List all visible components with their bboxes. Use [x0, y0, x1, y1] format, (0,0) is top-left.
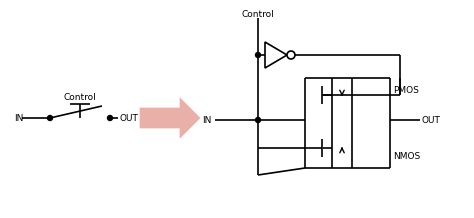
Text: Control: Control — [242, 10, 274, 19]
Text: Control: Control — [64, 93, 96, 102]
Text: IN: IN — [14, 114, 23, 123]
Circle shape — [287, 51, 295, 59]
Polygon shape — [140, 98, 200, 138]
Circle shape — [255, 53, 261, 58]
Text: NMOS: NMOS — [393, 152, 420, 160]
Text: OUT: OUT — [422, 116, 441, 124]
Circle shape — [108, 116, 112, 121]
Text: PMOS: PMOS — [393, 85, 419, 94]
Polygon shape — [265, 42, 287, 68]
Circle shape — [47, 116, 53, 121]
Text: IN: IN — [202, 116, 212, 124]
Text: OUT: OUT — [120, 114, 139, 123]
Circle shape — [255, 118, 261, 123]
